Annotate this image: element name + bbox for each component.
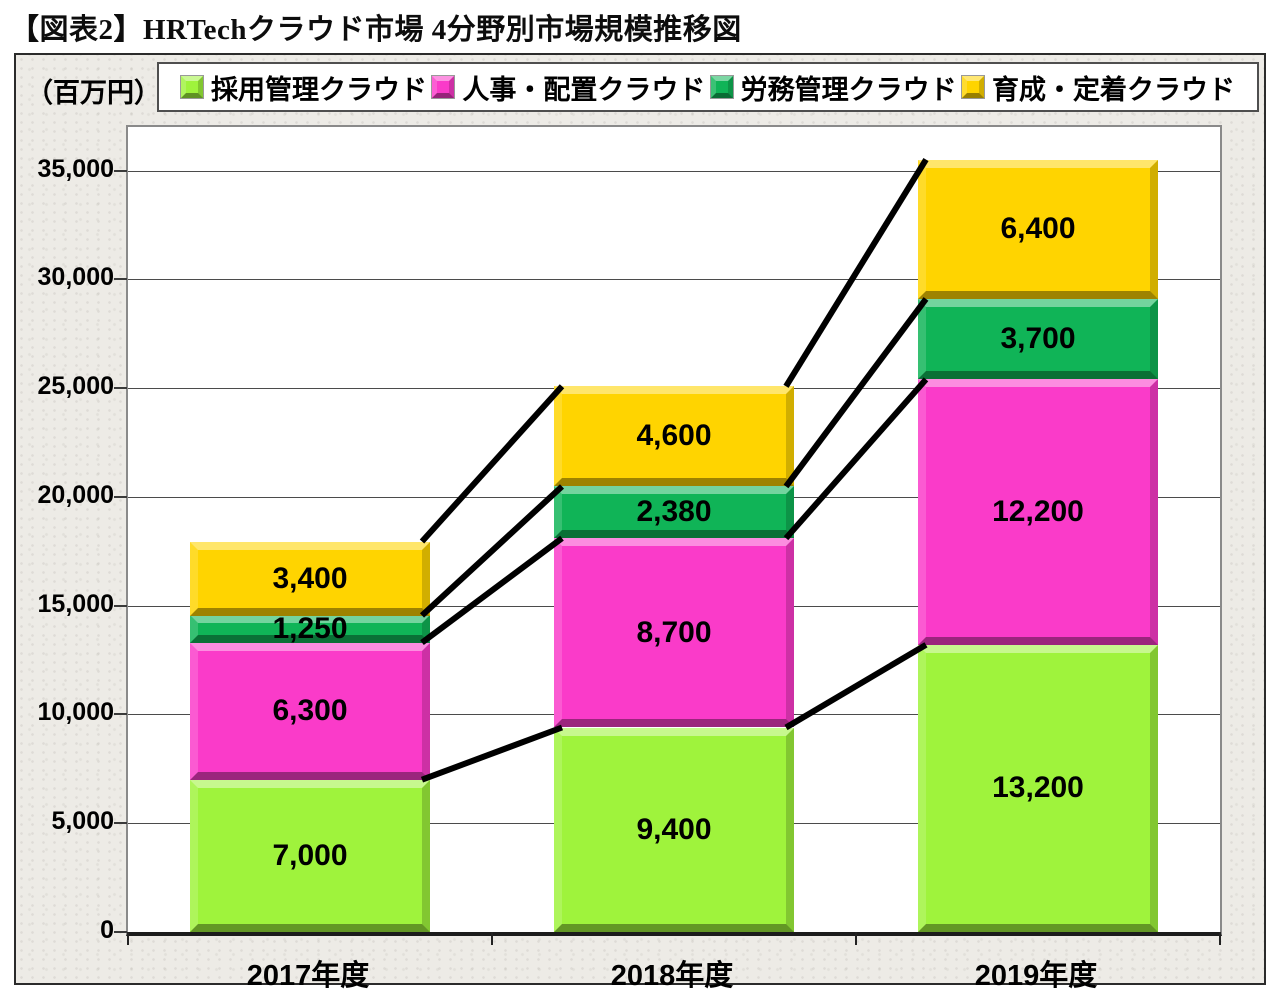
legend-label: 人事・配置クラウド bbox=[462, 74, 706, 105]
x-axis-label-2017年度: 2017年度 bbox=[246, 960, 370, 992]
bar-segment-労務管理クラウド bbox=[554, 486, 794, 539]
connector-line bbox=[419, 384, 565, 544]
y-tick-label: 0 bbox=[100, 916, 114, 944]
bar-segment-人事・配置クラウド bbox=[190, 642, 430, 780]
bar-segment-label: 8,700 bbox=[636, 615, 712, 649]
bar-segment-人事・配置クラウド bbox=[554, 538, 794, 728]
page-title: 【図表2】HRTechクラウド市場 4分野別市場規模推移図 bbox=[10, 14, 742, 46]
legend-swatch-icon bbox=[961, 76, 984, 98]
y-tick-label: 20,000 bbox=[37, 480, 114, 509]
x-axis-label-2018年度: 2018年度 bbox=[610, 960, 734, 992]
plot-area: 7,000 6,300 1,250 3,400 9,400 8,700 2,380 4,600… bbox=[114, 125, 1222, 945]
y-axis-tick-mark bbox=[114, 495, 127, 498]
y-axis-tick-mark bbox=[114, 604, 127, 607]
y-tick-label: 25,000 bbox=[37, 372, 114, 401]
legend-label: 労務管理クラウド bbox=[740, 74, 957, 105]
y-axis-tick-mark bbox=[114, 822, 127, 825]
bar-segment-label: 12,200 bbox=[992, 495, 1084, 529]
x-axis-label-2019年度: 2019年度 bbox=[974, 960, 1098, 992]
y-axis-tick-mark bbox=[114, 169, 127, 172]
bar-segment-label: 7,000 bbox=[272, 838, 348, 872]
legend-label: 採用管理クラウド bbox=[211, 74, 427, 105]
chart-frame: （百万円） 採用管理クラウド 人事・配置クラウド 労務管理クラウド 育成・定着クラウド… bbox=[14, 53, 1266, 992]
y-axis-tick-mark bbox=[114, 278, 127, 281]
connector-line bbox=[783, 297, 929, 489]
bar-segment-採用管理クラウド bbox=[190, 779, 430, 932]
x-axis-tick-mark bbox=[491, 932, 493, 945]
bar-segment-育成・定着クラウド bbox=[918, 159, 1158, 299]
y-axis-tick-mark bbox=[114, 387, 127, 390]
connector-line bbox=[783, 158, 929, 388]
connector-line bbox=[420, 724, 564, 783]
bar-segment-label: 13,200 bbox=[992, 771, 1084, 805]
bar-segment-label: 3,700 bbox=[1000, 322, 1076, 356]
y-tick-label: 10,000 bbox=[37, 698, 114, 727]
connector-line bbox=[420, 535, 564, 646]
bar-segment-label: 6,300 bbox=[272, 694, 348, 728]
y-tick-label: 35,000 bbox=[37, 154, 114, 183]
bar-segment-label: 2,380 bbox=[636, 495, 712, 529]
gridline-35,000 bbox=[128, 170, 1220, 172]
bar-segment-label: 9,400 bbox=[636, 812, 712, 846]
legend-item-2: 人事・配置クラウド bbox=[432, 68, 705, 107]
legend-item-4: 育成・定着クラウド bbox=[961, 68, 1235, 107]
y-axis-tick-mark bbox=[114, 713, 127, 716]
bar-segment-label: 4,600 bbox=[636, 419, 712, 453]
legend-item-3: 労務管理クラウド bbox=[710, 68, 957, 107]
y-tick-label: 30,000 bbox=[37, 263, 114, 292]
x-axis-tick-mark bbox=[127, 932, 129, 945]
x-axis-tick-mark bbox=[855, 932, 857, 945]
y-axis-tick-mark bbox=[114, 931, 127, 933]
connector-line bbox=[783, 377, 929, 541]
legend: 採用管理クラウド 人事・配置クラウド 労務管理クラウド 育成・定着クラウド bbox=[157, 62, 1259, 112]
bar-segment-採用管理クラウド bbox=[554, 727, 794, 932]
legend-swatch-icon bbox=[710, 76, 733, 98]
y-axis-unit-label: （百万円） bbox=[26, 78, 161, 108]
y-tick-label: 15,000 bbox=[37, 589, 114, 618]
legend-swatch-icon bbox=[181, 76, 203, 98]
bar-segment-label: 6,400 bbox=[1000, 212, 1076, 246]
bar-segment-label: 3,400 bbox=[272, 561, 348, 595]
legend-label: 育成・定着クラウド bbox=[991, 74, 1235, 105]
bar-segment-労務管理クラウド bbox=[918, 298, 1158, 380]
legend-item-1: 採用管理クラウド bbox=[181, 68, 427, 107]
x-axis-tick-mark bbox=[1219, 932, 1221, 945]
legend-swatch-icon bbox=[432, 76, 455, 98]
connector-line bbox=[419, 484, 565, 618]
bar-segment-労務管理クラウド bbox=[190, 615, 430, 643]
bar-segment-採用管理クラウド bbox=[918, 644, 1158, 932]
gridline-30,000 bbox=[128, 279, 1220, 281]
bar-segment-label: 1,250 bbox=[272, 612, 348, 645]
bar-segment-育成・定着クラウド bbox=[190, 541, 430, 616]
y-tick-label: 5,000 bbox=[51, 807, 114, 836]
